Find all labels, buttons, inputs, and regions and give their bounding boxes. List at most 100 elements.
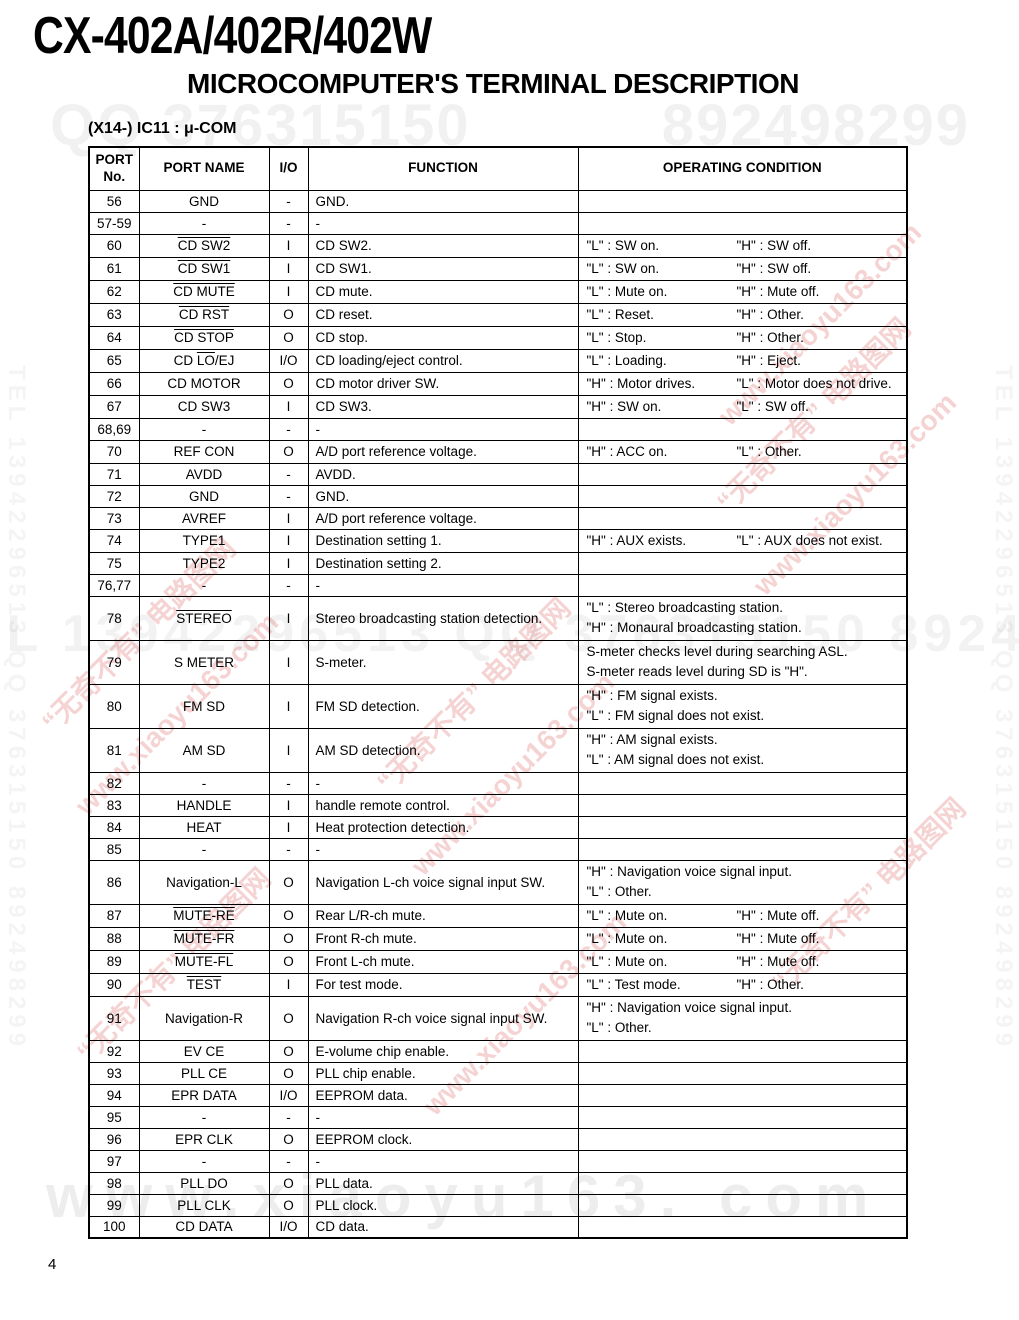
io-cell: O: [268, 371, 309, 396]
condition-left: "L" : AM signal does not exist.: [586, 752, 765, 767]
condition-cell: [577, 1171, 908, 1195]
table-row: 60 CD SW2 I CD SW2. "L" : SW on. "H" : SW off…: [88, 233, 908, 258]
condition-line: "H" : SW on. "L" : SW off.: [587, 397, 905, 417]
condition-line: "L" : Mute on. "H" : Mute off.: [587, 282, 905, 302]
port-name-segment: CD DATA: [175, 1219, 233, 1235]
port-name-cell: PLL CE: [138, 1061, 270, 1085]
port-name-cell: CD SW2: [138, 233, 270, 258]
function-cell: -: [307, 837, 579, 861]
function-cell: -: [307, 1149, 579, 1173]
terminal-table-body: 56 GND - GND. 57-59- - -60 CD SW2 I CD SW2. "L" : …: [88, 189, 908, 1239]
port-no-cell: 86: [88, 859, 140, 905]
port-name-segment: TYPE2: [182, 555, 226, 571]
table-header-row: PORT No. PORT NAME I/O FUNCTION OPERATIN…: [88, 146, 908, 191]
table-row: 56 GND - GND.: [88, 189, 908, 213]
condition-cell: "H" : Motor drives. "L" : Motor does not …: [577, 371, 908, 396]
port-no-cell: 96: [88, 1127, 140, 1151]
io-cell: O: [268, 903, 309, 928]
table-row: 100 CD DATA I/O CD data.: [88, 1215, 908, 1239]
table-row: 81 AM SD I AM SD detection. "H" : AM signal …: [88, 727, 908, 773]
condition-left: "L" : Reset.: [586, 306, 654, 322]
condition-cell: [577, 189, 908, 213]
condition-left: "L" : Other.: [586, 884, 652, 899]
io-cell: I: [268, 506, 309, 530]
port-no-cell: 98: [88, 1171, 140, 1195]
function-cell: A/D port reference voltage.: [307, 506, 579, 530]
port-name-segment: AM SD: [182, 742, 226, 758]
port-name-cell: REF CON: [138, 439, 270, 464]
page-title: MICROCOMPUTER'S TERMINAL DESCRIPTION: [187, 68, 799, 99]
condition-line: "H" : FM signal exists.: [587, 686, 905, 706]
condition-left: "L" : Test mode.: [586, 976, 681, 992]
port-name-cell: TYPE2: [138, 551, 270, 575]
condition-left: "H" : AUX exists.: [586, 532, 687, 548]
header-port-no-line2: No.: [103, 168, 126, 184]
condition-cell: [577, 417, 908, 441]
port-no-cell: 92: [88, 1039, 140, 1063]
port-name-cell: -: [138, 1105, 270, 1129]
io-cell: I: [268, 793, 309, 817]
io-cell: O: [268, 926, 309, 951]
port-no-cell: 78: [88, 595, 140, 641]
table-row: 80 FM SD I FM SD detection. "H" : FM signal …: [88, 683, 908, 729]
condition-cell: "L" : Loading. "H" : Eject.: [577, 348, 908, 373]
condition-right: "H" : SW off.: [736, 260, 812, 276]
port-name-cell: MUTE-FL: [138, 949, 270, 974]
io-cell: I: [268, 683, 309, 729]
condition-cell: "H" : AUX exists. "L" : AUX does not exis…: [577, 528, 908, 553]
io-cell: I: [268, 394, 309, 419]
function-cell: -: [307, 417, 579, 441]
ic-label: (X14-) IC11 : μ-COM: [88, 120, 237, 137]
header-port-no-line1: PORT: [95, 151, 133, 167]
port-name-segment: -: [201, 215, 207, 231]
condition-right: "L" : SW off.: [736, 398, 809, 414]
io-cell: I/O: [268, 1215, 309, 1239]
condition-left: "L" : Mute on.: [586, 283, 668, 299]
function-cell: Navigation R-ch voice signal input SW.: [307, 995, 579, 1041]
port-name-segment: CD MOTOR: [167, 376, 241, 391]
condition-cell: "L" : Stop. "H" : Other.: [577, 325, 908, 350]
port-name-cell: Navigation-R: [138, 995, 270, 1041]
table-row: 99 PLL CLK O PLL clock.: [88, 1193, 908, 1217]
condition-cell: [577, 211, 908, 235]
port-name-segment: EPR CLK: [175, 1131, 233, 1147]
port-name-cell: CD DATA: [138, 1215, 270, 1239]
port-name-cell: CD SW1: [138, 256, 270, 281]
condition-cell: "L" : Mute on. "H" : Mute off.: [577, 279, 908, 304]
port-no-cell: 84: [88, 815, 140, 839]
io-cell: O: [268, 1039, 309, 1063]
port-name-segment: PLL CLK: [177, 1197, 231, 1213]
io-cell: I: [268, 528, 309, 553]
function-cell: CD loading/eject control.: [307, 348, 579, 373]
port-no-cell: 82: [88, 771, 140, 795]
terminal-description-table: PORT No. PORT NAME I/O FUNCTION OPERATIN…: [88, 146, 908, 1239]
port-no-cell: 76,77: [88, 573, 140, 597]
function-cell: E-volume chip enable.: [307, 1039, 579, 1063]
port-name-cell: CD SW3: [138, 394, 270, 419]
port-name-overline-segment: MUTE-FL: [174, 954, 234, 969]
table-row: 98 PLL DO O PLL data.: [88, 1171, 908, 1195]
io-cell: -: [268, 484, 309, 508]
condition-line: "L" : Loading. "H" : Eject.: [587, 351, 905, 371]
condition-line: "H" : ACC on. "L" : Other.: [587, 442, 905, 462]
condition-line: "L" : SW on. "H" : SW off.: [587, 236, 905, 256]
condition-left: "H" : FM signal exists.: [586, 688, 718, 703]
port-no-cell: 94: [88, 1083, 140, 1107]
condition-left: "L" : SW on.: [586, 260, 660, 276]
io-cell: -: [268, 771, 309, 795]
port-name-cell: CD MUTE: [138, 279, 270, 304]
port-name-segment: -: [201, 577, 207, 593]
table-row: 97- - -: [88, 1149, 908, 1173]
model-title: CX-402A/402R/402W: [33, 7, 432, 65]
port-name-cell: Navigation-L: [138, 859, 270, 905]
table-row: 84 HEAT I Heat protection detection.: [88, 815, 908, 839]
condition-line: "H" : Navigation voice signal input.: [587, 998, 905, 1018]
condition-line: "H" : Navigation voice signal input.: [587, 862, 905, 882]
port-no-cell: 90: [88, 972, 140, 997]
function-cell: Destination setting 1.: [307, 528, 579, 553]
table-row: 70 REF CON O A/D port reference voltage. "H"…: [88, 439, 908, 464]
header-operating-condition: OPERATING CONDITION: [577, 146, 908, 191]
port-name-segment: CD: [173, 353, 197, 368]
port-name-cell: FM SD: [138, 683, 270, 729]
table-row: 92 EV CE O E-volume chip enable.: [88, 1039, 908, 1063]
